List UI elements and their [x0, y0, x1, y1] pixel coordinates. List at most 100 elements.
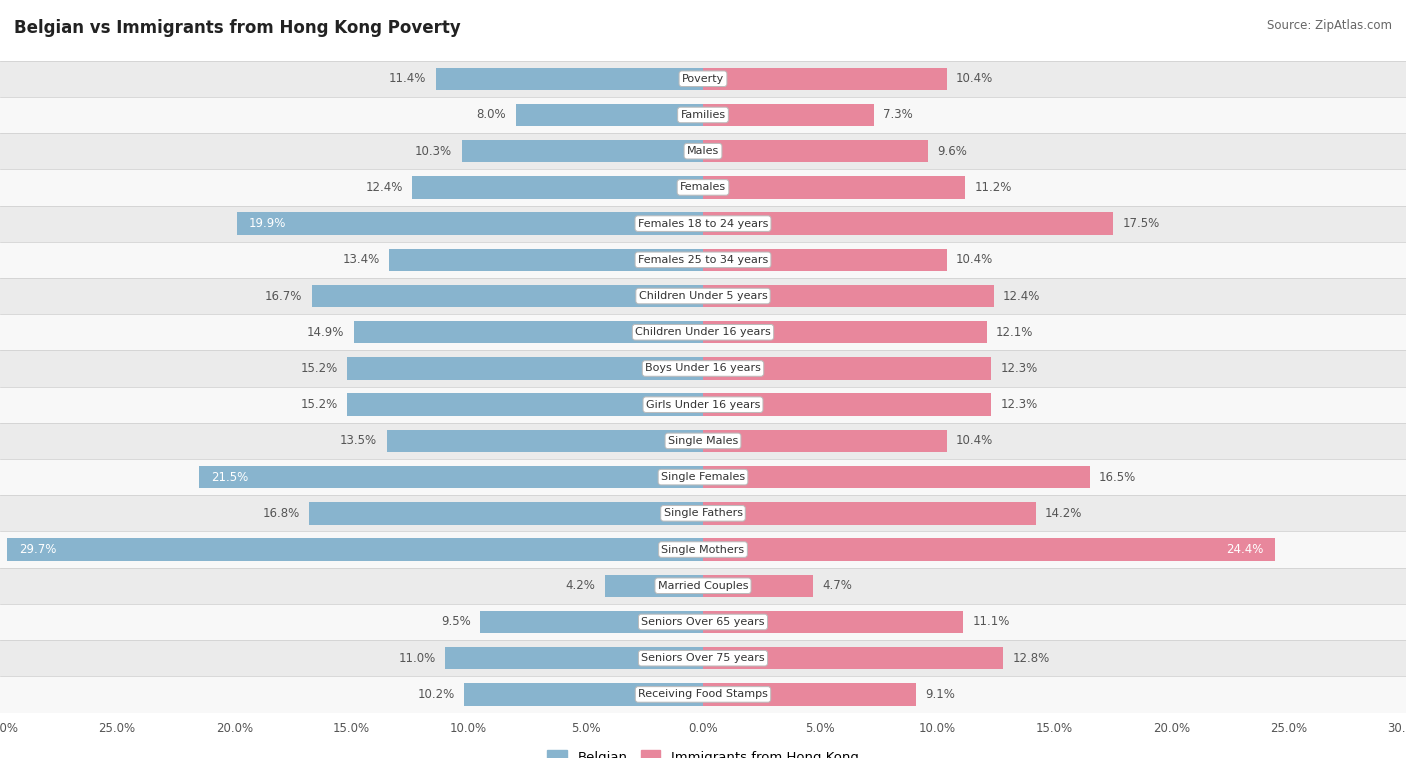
Bar: [0, 495, 1406, 531]
Text: Single Fathers: Single Fathers: [664, 509, 742, 518]
Bar: [703, 647, 1002, 669]
Text: 9.1%: 9.1%: [925, 688, 956, 701]
Text: 14.2%: 14.2%: [1045, 507, 1083, 520]
Text: 10.3%: 10.3%: [415, 145, 453, 158]
Text: 15.2%: 15.2%: [301, 362, 337, 375]
Bar: [309, 502, 703, 525]
Text: 13.4%: 13.4%: [343, 253, 380, 266]
Text: Females: Females: [681, 183, 725, 193]
Bar: [236, 212, 703, 235]
Bar: [354, 321, 703, 343]
Text: 21.5%: 21.5%: [211, 471, 247, 484]
Text: 29.7%: 29.7%: [18, 543, 56, 556]
Bar: [461, 140, 703, 162]
Text: 12.3%: 12.3%: [1001, 362, 1038, 375]
Text: Seniors Over 65 years: Seniors Over 65 years: [641, 617, 765, 627]
Bar: [0, 61, 1406, 97]
Bar: [703, 683, 917, 706]
Bar: [703, 212, 1114, 235]
Bar: [0, 278, 1406, 314]
Text: 12.1%: 12.1%: [995, 326, 1033, 339]
Bar: [703, 611, 963, 633]
Text: Children Under 16 years: Children Under 16 years: [636, 327, 770, 337]
Bar: [703, 430, 946, 452]
Text: Single Mothers: Single Mothers: [661, 544, 745, 555]
Bar: [516, 104, 703, 126]
Bar: [0, 205, 1406, 242]
Text: 11.1%: 11.1%: [973, 615, 1010, 628]
Text: Females 18 to 24 years: Females 18 to 24 years: [638, 218, 768, 229]
Bar: [703, 176, 966, 199]
Text: 4.7%: 4.7%: [823, 579, 852, 592]
Text: Single Females: Single Females: [661, 472, 745, 482]
Bar: [7, 538, 703, 561]
Text: Girls Under 16 years: Girls Under 16 years: [645, 399, 761, 409]
Bar: [703, 67, 946, 90]
Bar: [0, 350, 1406, 387]
Text: 9.5%: 9.5%: [441, 615, 471, 628]
Bar: [703, 249, 946, 271]
Bar: [703, 393, 991, 416]
Text: Married Couples: Married Couples: [658, 581, 748, 590]
Text: 12.3%: 12.3%: [1001, 398, 1038, 411]
Text: 16.7%: 16.7%: [264, 290, 302, 302]
Bar: [703, 104, 875, 126]
Text: Boys Under 16 years: Boys Under 16 years: [645, 364, 761, 374]
Text: 4.2%: 4.2%: [565, 579, 595, 592]
Text: 14.9%: 14.9%: [307, 326, 344, 339]
Text: Families: Families: [681, 110, 725, 120]
Bar: [703, 140, 928, 162]
Text: 17.5%: 17.5%: [1122, 217, 1160, 230]
Bar: [312, 285, 703, 307]
Text: Single Males: Single Males: [668, 436, 738, 446]
Bar: [464, 683, 703, 706]
Bar: [703, 285, 994, 307]
Text: 11.2%: 11.2%: [974, 181, 1012, 194]
Bar: [703, 321, 987, 343]
Bar: [703, 502, 1036, 525]
Bar: [0, 314, 1406, 350]
Text: 12.4%: 12.4%: [1002, 290, 1040, 302]
Bar: [387, 430, 703, 452]
Bar: [703, 466, 1090, 488]
Text: 19.9%: 19.9%: [249, 217, 285, 230]
Text: 24.4%: 24.4%: [1226, 543, 1263, 556]
Bar: [446, 647, 703, 669]
Bar: [0, 387, 1406, 423]
Bar: [0, 676, 1406, 713]
Bar: [200, 466, 703, 488]
Text: 15.2%: 15.2%: [301, 398, 337, 411]
Bar: [0, 169, 1406, 205]
Text: Seniors Over 75 years: Seniors Over 75 years: [641, 653, 765, 663]
Bar: [605, 575, 703, 597]
Bar: [0, 604, 1406, 640]
Text: 13.5%: 13.5%: [340, 434, 377, 447]
Text: Females 25 to 34 years: Females 25 to 34 years: [638, 255, 768, 265]
Text: 16.5%: 16.5%: [1099, 471, 1136, 484]
Bar: [0, 640, 1406, 676]
Bar: [0, 423, 1406, 459]
Bar: [389, 249, 703, 271]
Bar: [412, 176, 703, 199]
Bar: [347, 357, 703, 380]
Text: Receiving Food Stamps: Receiving Food Stamps: [638, 690, 768, 700]
Text: 12.4%: 12.4%: [366, 181, 404, 194]
Bar: [481, 611, 703, 633]
Text: Males: Males: [688, 146, 718, 156]
Legend: Belgian, Immigrants from Hong Kong: Belgian, Immigrants from Hong Kong: [541, 745, 865, 758]
Bar: [0, 133, 1406, 169]
Text: 10.2%: 10.2%: [418, 688, 454, 701]
Bar: [436, 67, 703, 90]
Text: 11.4%: 11.4%: [389, 72, 426, 85]
Bar: [703, 357, 991, 380]
Bar: [0, 97, 1406, 133]
Text: 16.8%: 16.8%: [263, 507, 299, 520]
Text: 10.4%: 10.4%: [956, 72, 993, 85]
Text: 12.8%: 12.8%: [1012, 652, 1049, 665]
Text: 7.3%: 7.3%: [883, 108, 912, 121]
Text: 9.6%: 9.6%: [938, 145, 967, 158]
Text: Belgian vs Immigrants from Hong Kong Poverty: Belgian vs Immigrants from Hong Kong Pov…: [14, 19, 461, 37]
Bar: [347, 393, 703, 416]
Bar: [0, 531, 1406, 568]
Bar: [703, 575, 813, 597]
